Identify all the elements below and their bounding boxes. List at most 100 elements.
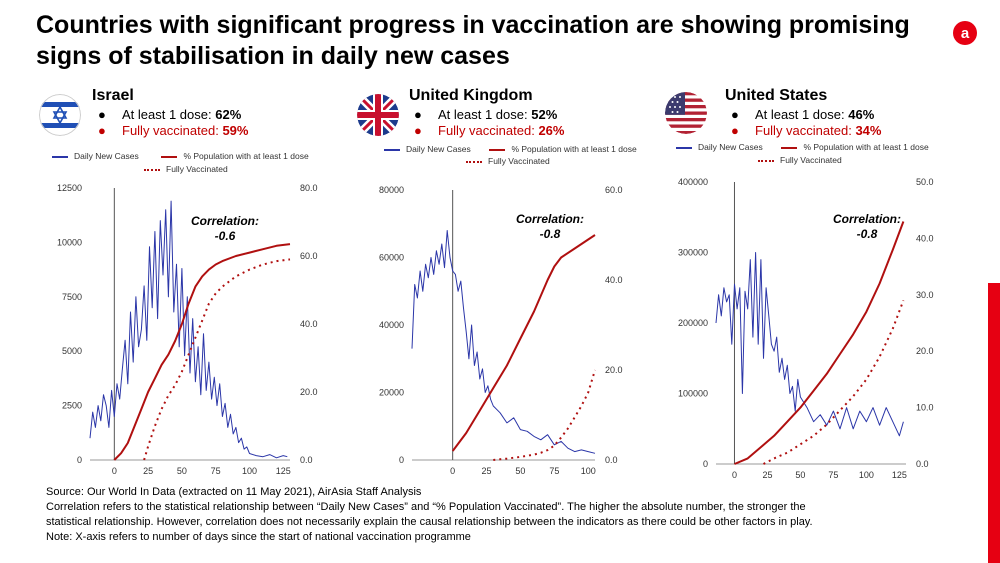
source-note: Source: Our World In Data (extracted on … — [46, 486, 422, 498]
correlation-note: Correlation refers to the statistical re… — [46, 501, 806, 513]
y-right-tick-label: 60.0 — [605, 185, 623, 195]
x-tick-label: 100 — [242, 466, 257, 476]
y-left-tick-label: 7500 — [62, 292, 82, 302]
x-tick-label: 75 — [211, 466, 221, 476]
us-flag-icon — [665, 92, 707, 134]
correlation-value: -0.6 — [215, 229, 236, 243]
y-left-tick-label: 5000 — [62, 346, 82, 356]
israel-chart: 0 2500 5000 7500 10000 12500 0.0 20.0 40.0 60.0 80… — [57, 183, 318, 476]
y-left-tick-label: 300000 — [678, 248, 708, 258]
y-right-tick-label: 40.0 — [300, 319, 318, 329]
legend-swatch-cases — [676, 146, 692, 149]
plot-area: 0 2500 5000 7500 10000 12500 0.0 20.0 40.0 60.0 80… — [57, 183, 318, 476]
y-left-tick-label: 60000 — [379, 253, 404, 263]
correlation-value: -0.8 — [857, 227, 878, 241]
page-title: Countries with significant progress in v… — [36, 11, 910, 70]
correlation-label: Correlation: — [191, 214, 259, 228]
y-right-tick-label: 50.0 — [916, 177, 934, 187]
y-left-tick-label: 0 — [703, 459, 708, 469]
airasia-logo: a — [953, 21, 977, 45]
legend-swatch-full — [466, 160, 482, 163]
x-tick-label: 75 — [828, 470, 838, 480]
full-stat: ● Fully vaccinated: 34% — [731, 123, 882, 138]
y-left-tick-label: 100000 — [678, 389, 708, 399]
y-right-tick-label: 40.0 — [916, 233, 934, 243]
y-right-tick-label: 20.0 — [916, 346, 934, 356]
plot-area: 0 20000 40000 60000 80000 0.0 20.0 40.0 60.0 0 25 5… — [379, 185, 623, 476]
dose-stat: ● At least 1 dose: 52% — [414, 107, 558, 122]
full-stat: ● Fully vaccinated: 26% — [414, 123, 565, 138]
x-tick-label: 125 — [892, 470, 907, 480]
legend: Daily New Cases % Population with at lea… — [384, 144, 637, 154]
country-name: United Kingdom — [409, 87, 533, 104]
legend-2: Fully Vaccinated — [144, 164, 228, 174]
dose-stat: ● At least 1 dose: 62% — [98, 107, 242, 122]
legend-2: Fully Vaccinated — [758, 155, 842, 165]
y-left-tick-label: 40000 — [379, 320, 404, 330]
y-right-tick-label: 0.0 — [605, 455, 618, 465]
series-at-least-1-dose — [451, 234, 596, 452]
series-fully-vaccinated — [493, 369, 596, 461]
y-left-tick-label: 2500 — [62, 401, 82, 411]
x-tick-label: 50 — [795, 470, 805, 480]
legend: Daily New Cases % Population with at lea… — [52, 151, 309, 161]
x-tick-label: 0 — [450, 466, 455, 476]
y-left-tick-label: 12500 — [57, 183, 82, 193]
x-tick-label: 75 — [549, 466, 559, 476]
uk-flag-icon — [357, 94, 399, 136]
legend-swatch-full — [758, 159, 774, 162]
correlation-label: Correlation: — [516, 212, 584, 226]
y-left-tick-label: 80000 — [379, 185, 404, 195]
y-right-tick-label: 0.0 — [300, 455, 313, 465]
legend: Daily New Cases % Population with at lea… — [676, 142, 929, 152]
legend-swatch-cases — [384, 148, 400, 151]
dose-stat: ● At least 1 dose: 46% — [731, 107, 875, 122]
y-left-tick-label: 200000 — [678, 318, 708, 328]
y-right-tick-label: 60.0 — [300, 251, 318, 261]
country-name: Israel — [92, 87, 134, 104]
accent-bar — [988, 283, 1000, 563]
y-right-tick-label: 40.0 — [605, 275, 623, 285]
series-fully-vaccinated — [763, 300, 905, 465]
uk-chart: 0 20000 40000 60000 80000 0.0 20.0 40.0 60.0 0 25 5… — [379, 185, 623, 476]
israel-flag-icon — [39, 94, 81, 136]
y-right-tick-label: 10.0 — [916, 403, 934, 413]
legend-swatch-dose — [781, 146, 798, 149]
correlation-value: -0.8 — [540, 227, 561, 241]
x-tick-label: 100 — [859, 470, 874, 480]
us-chart: 0 100000 200000 300000 400000 0.0 10.0 20.0 30.0… — [678, 177, 934, 480]
x-tick-label: 0 — [732, 470, 737, 480]
legend-2: Fully Vaccinated — [466, 156, 550, 166]
series-at-least-1-dose — [113, 243, 291, 461]
y-right-tick-label: 20.0 — [605, 365, 623, 375]
x-tick-label: 100 — [581, 466, 596, 476]
x-axis-note: Note: X-axis refers to number of days si… — [46, 531, 471, 543]
series-daily-new-cases — [411, 230, 596, 454]
y-right-tick-label: 0.0 — [916, 459, 929, 469]
y-right-tick-label: 30.0 — [916, 290, 934, 300]
y-right-tick-label: 80.0 — [300, 183, 318, 193]
x-tick-label: 25 — [762, 470, 772, 480]
country-name: United States — [725, 87, 828, 104]
legend-swatch-cases — [52, 155, 68, 158]
y-left-tick-label: 20000 — [379, 388, 404, 398]
x-tick-label: 0 — [112, 466, 117, 476]
y-left-tick-label: 400000 — [678, 177, 708, 187]
plot-area: 0 100000 200000 300000 400000 0.0 10.0 20.0 30.0… — [678, 177, 934, 480]
x-tick-label: 50 — [515, 466, 525, 476]
x-tick-label: 125 — [276, 466, 291, 476]
y-left-tick-label: 10000 — [57, 237, 82, 247]
series-daily-new-cases — [89, 200, 288, 459]
footnotes: Source: Our World In Data (extracted on … — [46, 485, 946, 545]
legend-swatch-dose — [489, 148, 506, 151]
correlation-label: Correlation: — [833, 212, 901, 226]
x-tick-label: 25 — [482, 466, 492, 476]
full-stat: ● Fully vaccinated: 59% — [98, 123, 249, 138]
x-tick-label: 50 — [177, 466, 187, 476]
y-right-tick-label: 20.0 — [300, 387, 318, 397]
legend-swatch-dose — [161, 155, 178, 158]
correlation-note-cont: statistical relationship. However, corre… — [46, 516, 813, 528]
x-tick-label: 25 — [143, 466, 153, 476]
y-left-tick-label: 0 — [77, 455, 82, 465]
series-daily-new-cases — [715, 252, 904, 437]
